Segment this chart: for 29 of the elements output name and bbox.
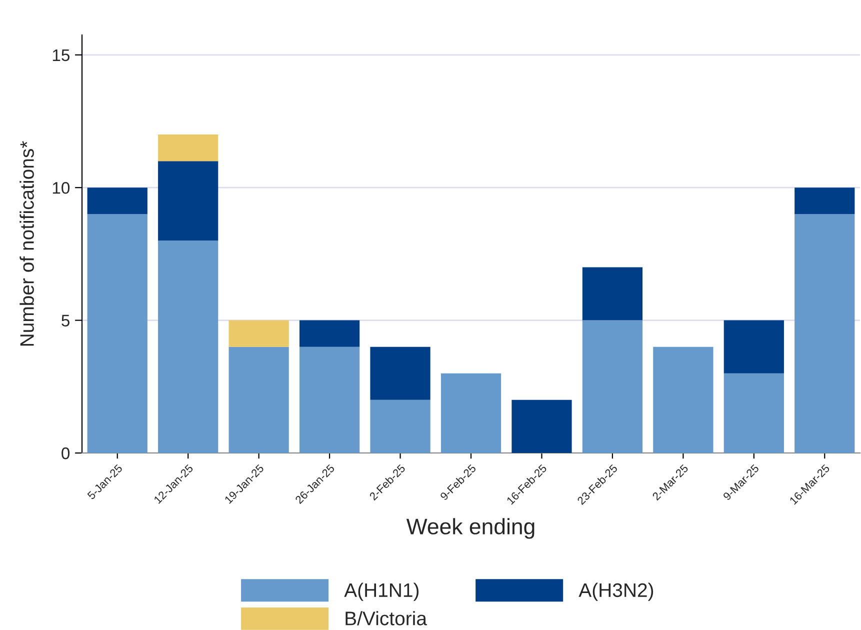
x-axis-title: Week ending bbox=[406, 518, 534, 539]
legend-label: A(H1N1) bbox=[344, 582, 419, 601]
bar bbox=[512, 400, 572, 453]
bar bbox=[87, 188, 148, 214]
bar bbox=[794, 188, 855, 214]
legend-label: B/Victoria bbox=[346, 611, 427, 626]
bar bbox=[228, 346, 289, 453]
bar bbox=[228, 320, 289, 347]
bar bbox=[158, 161, 218, 241]
bar bbox=[299, 320, 360, 347]
y-axis-title: Number of notifications* bbox=[20, 141, 34, 346]
bar bbox=[158, 134, 218, 162]
bar bbox=[653, 346, 714, 453]
y-tick-label: 5 bbox=[62, 314, 70, 327]
bar bbox=[582, 320, 643, 453]
bar bbox=[370, 400, 430, 453]
y-tick-label: 15 bbox=[52, 49, 70, 62]
bar bbox=[158, 240, 218, 453]
bar bbox=[724, 373, 784, 453]
bar bbox=[440, 373, 502, 453]
bar bbox=[794, 214, 855, 453]
legend-label: A(H3N2) bbox=[578, 582, 654, 601]
bar bbox=[299, 346, 360, 453]
bar bbox=[724, 320, 784, 374]
bar bbox=[582, 267, 643, 320]
y-tick-label: 0 bbox=[62, 447, 70, 460]
bar bbox=[370, 346, 430, 400]
bar bbox=[87, 214, 148, 453]
y-tick-label: 10 bbox=[52, 182, 70, 194]
